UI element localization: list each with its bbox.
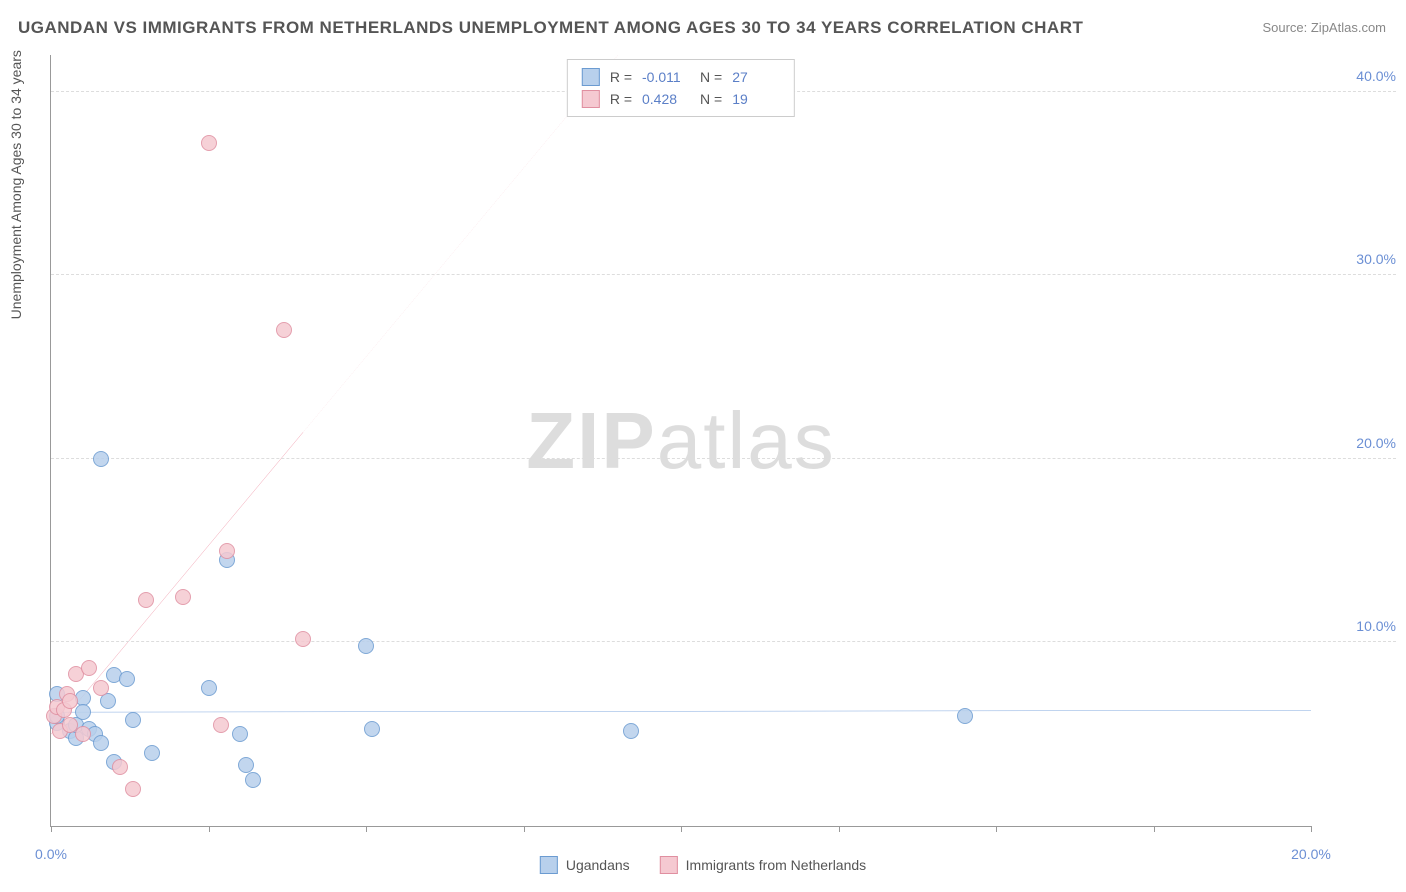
- x-tick: [681, 826, 682, 832]
- data-point: [81, 660, 97, 676]
- data-point: [93, 451, 109, 467]
- data-point: [75, 704, 91, 720]
- x-tick: [366, 826, 367, 832]
- x-tick-label: 0.0%: [35, 846, 67, 862]
- trend-lines: [51, 55, 1311, 826]
- data-point: [213, 717, 229, 733]
- y-tick-label: 30.0%: [1326, 251, 1396, 267]
- y-tick-label: 20.0%: [1326, 435, 1396, 451]
- chart-container: UGANDAN VS IMMIGRANTS FROM NETHERLANDS U…: [0, 0, 1406, 892]
- data-point: [623, 723, 639, 739]
- data-point: [93, 680, 109, 696]
- data-point: [138, 592, 154, 608]
- correlation-legend: R = -0.011 N = 27 R = 0.428 N = 19: [567, 59, 795, 117]
- legend-item: Immigrants from Netherlands: [660, 856, 867, 874]
- swatch-icon: [582, 90, 600, 108]
- data-point: [219, 543, 235, 559]
- y-tick-label: 40.0%: [1326, 68, 1396, 84]
- swatch-icon: [582, 68, 600, 86]
- x-tick: [839, 826, 840, 832]
- gridline: [51, 641, 1396, 642]
- data-point: [276, 322, 292, 338]
- x-tick: [1154, 826, 1155, 832]
- data-point: [119, 671, 135, 687]
- data-point: [93, 735, 109, 751]
- source-label: Source: ZipAtlas.com: [1262, 20, 1386, 35]
- data-point: [175, 589, 191, 605]
- data-point: [358, 638, 374, 654]
- plot-area: ZIPatlas R = -0.011 N = 27 R = 0.428 N =…: [50, 55, 1311, 827]
- gridline: [51, 274, 1396, 275]
- data-point: [62, 693, 78, 709]
- data-point: [232, 726, 248, 742]
- data-point: [295, 631, 311, 647]
- x-tick: [524, 826, 525, 832]
- x-tick-label: 20.0%: [1291, 846, 1331, 862]
- swatch-icon: [540, 856, 558, 874]
- data-point: [364, 721, 380, 737]
- data-point: [238, 757, 254, 773]
- trend-line: [51, 432, 303, 734]
- trend-line: [51, 710, 1311, 712]
- chart-title: UGANDAN VS IMMIGRANTS FROM NETHERLANDS U…: [18, 18, 1083, 38]
- series-legend: Ugandans Immigrants from Netherlands: [540, 856, 866, 874]
- x-tick: [1311, 826, 1312, 832]
- x-tick: [209, 826, 210, 832]
- data-point: [201, 135, 217, 151]
- x-tick: [51, 826, 52, 832]
- x-tick: [996, 826, 997, 832]
- legend-item: Ugandans: [540, 856, 630, 874]
- data-point: [245, 772, 261, 788]
- data-point: [201, 680, 217, 696]
- data-point: [957, 708, 973, 724]
- data-point: [112, 759, 128, 775]
- gridline: [51, 458, 1396, 459]
- y-tick-label: 10.0%: [1326, 618, 1396, 634]
- data-point: [75, 726, 91, 742]
- legend-row: R = -0.011 N = 27: [582, 66, 780, 88]
- data-point: [125, 781, 141, 797]
- data-point: [125, 712, 141, 728]
- swatch-icon: [660, 856, 678, 874]
- y-axis-label: Unemployment Among Ages 30 to 34 years: [8, 50, 24, 319]
- legend-row: R = 0.428 N = 19: [582, 88, 780, 110]
- data-point: [144, 745, 160, 761]
